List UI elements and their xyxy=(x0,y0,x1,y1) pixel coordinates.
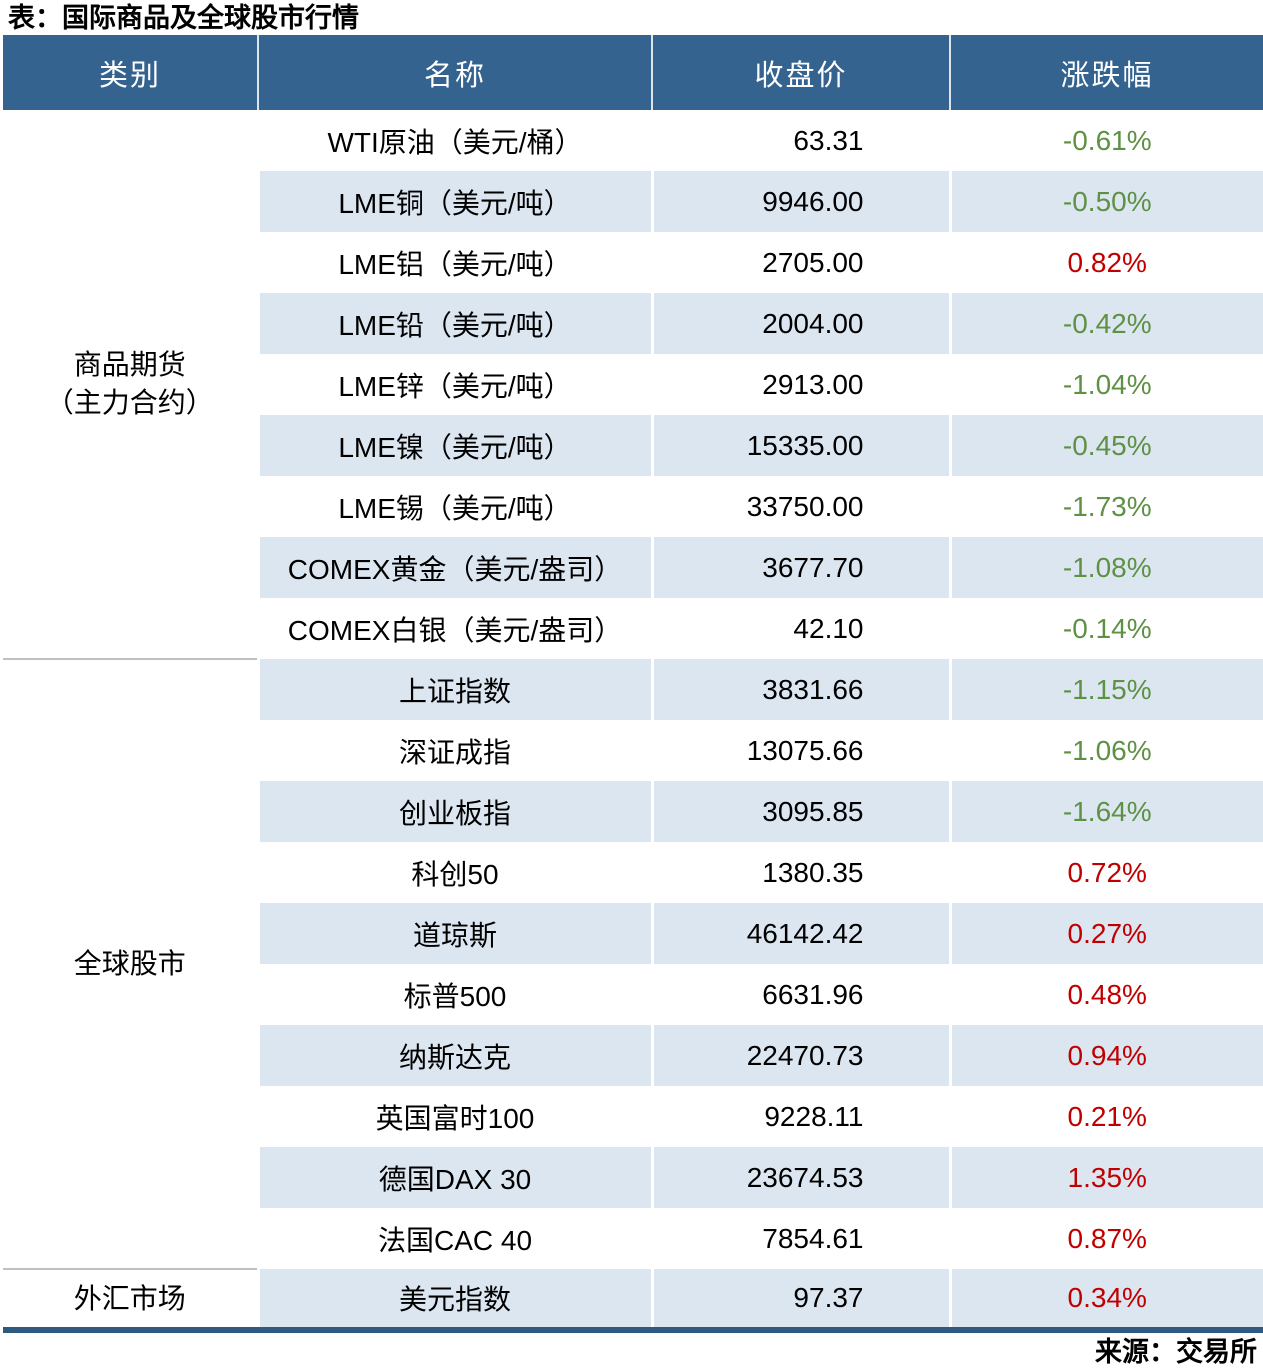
table-row: 全球股市 上证指数 3831.66 -1.15% xyxy=(3,658,1263,1269)
instrument-name: 上证指数 xyxy=(256,659,652,720)
table-row: 深证成指 13075.66 -1.06% xyxy=(3,720,1263,781)
change-percent: -0.45% xyxy=(948,415,1263,476)
table-row: 英国富时100 9228.11 0.21% xyxy=(3,1086,1263,1147)
change-percent: 0.72% xyxy=(948,842,1263,903)
category-label: 商品期货 xyxy=(73,349,186,380)
table-row: 商品期货 （主力合约） WTI原油（美元/桶） 63.31 -0.61% xyxy=(3,110,1263,659)
category-cell: 商品期货 （主力合约） xyxy=(3,110,258,659)
change-percent: 0.48% xyxy=(948,964,1263,1025)
column-header-change: 涨跌幅 xyxy=(949,35,1263,110)
table-row: LME铝（美元/吨） 2705.00 0.82% xyxy=(3,232,1263,293)
table-row: 标普500 6631.96 0.48% xyxy=(3,964,1263,1025)
table-row: LME铜（美元/吨） 9946.00 -0.50% xyxy=(3,171,1263,232)
change-percent: 0.94% xyxy=(948,1025,1263,1086)
table-row: LME锡（美元/吨） 33750.00 -1.73% xyxy=(3,476,1263,537)
instrument-name: 纳斯达克 xyxy=(256,1025,652,1086)
instrument-name: 美元指数 xyxy=(256,1269,652,1330)
category-label: （主力合约） xyxy=(45,387,214,418)
instrument-name: 道琼斯 xyxy=(256,903,652,964)
table-row: COMEX黄金（美元/盎司） 3677.70 -1.08% xyxy=(3,537,1263,598)
instrument-name: 标普500 xyxy=(256,964,652,1025)
close-price: 63.31 xyxy=(650,110,950,171)
category-cell: 全球股市 xyxy=(3,658,258,1269)
instrument-name: LME锡（美元/吨） xyxy=(256,476,652,537)
category-label: 全球股市 xyxy=(73,948,186,979)
change-percent: -1.73% xyxy=(948,476,1263,537)
header-row: 类别 名称 收盘价 涨跌幅 xyxy=(3,35,1263,110)
instrument-name: WTI原油（美元/桶） xyxy=(256,110,652,171)
instrument-name: 深证成指 xyxy=(256,720,652,781)
table-row: LME镍（美元/吨） 15335.00 -0.45% xyxy=(3,415,1263,476)
instrument-name: LME铝（美元/吨） xyxy=(256,232,652,293)
table-row: COMEX白银（美元/盎司） 42.10 -0.14% xyxy=(3,598,1263,659)
table-row: 科创50 1380.35 0.72% xyxy=(3,842,1263,903)
close-price: 22470.73 xyxy=(650,1025,950,1086)
instrument-name: 法国CAC 40 xyxy=(256,1208,652,1269)
change-percent: 0.82% xyxy=(948,232,1263,293)
instrument-name: 科创50 xyxy=(256,842,652,903)
source-note: 来源：交易所 xyxy=(1095,1337,1257,1367)
table-row: 外汇市场 美元指数 97.37 0.34% xyxy=(3,1268,1263,1330)
instrument-name: 创业板指 xyxy=(256,781,652,842)
table-row: 法国CAC 40 7854.61 0.87% xyxy=(3,1208,1263,1269)
change-percent: -0.14% xyxy=(948,598,1263,659)
category-label: 外汇市场 xyxy=(73,1282,186,1314)
table-row: 创业板指 3095.85 -1.64% xyxy=(3,781,1263,842)
instrument-name: LME铜（美元/吨） xyxy=(256,171,652,232)
column-header-close: 收盘价 xyxy=(651,35,950,110)
change-percent: -0.42% xyxy=(948,293,1263,354)
instrument-name: 英国富时100 xyxy=(256,1086,652,1147)
change-percent: -0.50% xyxy=(948,171,1263,232)
table-header: 类别 名称 收盘价 涨跌幅 xyxy=(3,35,1263,110)
instrument-name: COMEX黄金（美元/盎司） xyxy=(256,537,652,598)
close-price: 2705.00 xyxy=(650,232,950,293)
change-percent: 0.34% xyxy=(948,1269,1263,1330)
instrument-name: LME镍（美元/吨） xyxy=(256,415,652,476)
close-price: 3677.70 xyxy=(650,537,950,598)
close-price: 6631.96 xyxy=(650,964,950,1025)
table-row: 德国DAX 30 23674.53 1.35% xyxy=(3,1147,1263,1208)
close-price: 33750.00 xyxy=(650,476,950,537)
close-price: 13075.66 xyxy=(650,720,950,781)
table-row: LME铅（美元/吨） 2004.00 -0.42% xyxy=(3,293,1263,354)
close-price: 23674.53 xyxy=(650,1147,950,1208)
close-price: 3831.66 xyxy=(650,659,950,720)
close-price: 7854.61 xyxy=(650,1208,950,1269)
table-row: 纳斯达克 22470.73 0.94% xyxy=(3,1025,1263,1086)
instrument-name: 德国DAX 30 xyxy=(256,1147,652,1208)
instrument-name: LME铅（美元/吨） xyxy=(256,293,652,354)
close-price: 42.10 xyxy=(650,598,950,659)
table-body: 商品期货 （主力合约） WTI原油（美元/桶） 63.31 -0.61% LME铜（美元/… xyxy=(3,110,1263,1330)
page-title: 表：国际商品及全球股市行情 xyxy=(8,3,359,33)
change-percent: 0.87% xyxy=(948,1208,1263,1269)
change-percent: -0.61% xyxy=(948,110,1263,171)
close-price: 15335.00 xyxy=(650,415,950,476)
market-table: 类别 名称 收盘价 涨跌幅 商品期货 （主力合约） WTI原油（美元/桶） 63.31… xyxy=(3,35,1263,1333)
change-percent: -1.06% xyxy=(948,720,1263,781)
close-price: 46142.42 xyxy=(650,903,950,964)
change-percent: 1.35% xyxy=(948,1147,1263,1208)
change-percent: -1.08% xyxy=(948,537,1263,598)
change-percent: -1.64% xyxy=(948,781,1263,842)
change-percent: 0.27% xyxy=(948,903,1263,964)
table-row: 道琼斯 46142.42 0.27% xyxy=(3,903,1263,964)
close-price: 9228.11 xyxy=(650,1086,950,1147)
column-header-name: 名称 xyxy=(257,35,652,110)
close-price: 2913.00 xyxy=(650,354,950,415)
table-row: LME锌（美元/吨） 2913.00 -1.04% xyxy=(3,354,1263,415)
close-price: 1380.35 xyxy=(650,842,950,903)
column-header-category: 类别 xyxy=(3,35,258,110)
close-price: 2004.00 xyxy=(650,293,950,354)
change-percent: -1.04% xyxy=(948,354,1263,415)
close-price: 9946.00 xyxy=(650,171,950,232)
instrument-name: LME锌（美元/吨） xyxy=(256,354,652,415)
change-percent: -1.15% xyxy=(948,659,1263,720)
change-percent: 0.21% xyxy=(948,1086,1263,1147)
category-cell: 外汇市场 xyxy=(3,1268,258,1330)
close-price: 97.37 xyxy=(650,1269,950,1330)
instrument-name: COMEX白银（美元/盎司） xyxy=(256,598,652,659)
close-price: 3095.85 xyxy=(650,781,950,842)
